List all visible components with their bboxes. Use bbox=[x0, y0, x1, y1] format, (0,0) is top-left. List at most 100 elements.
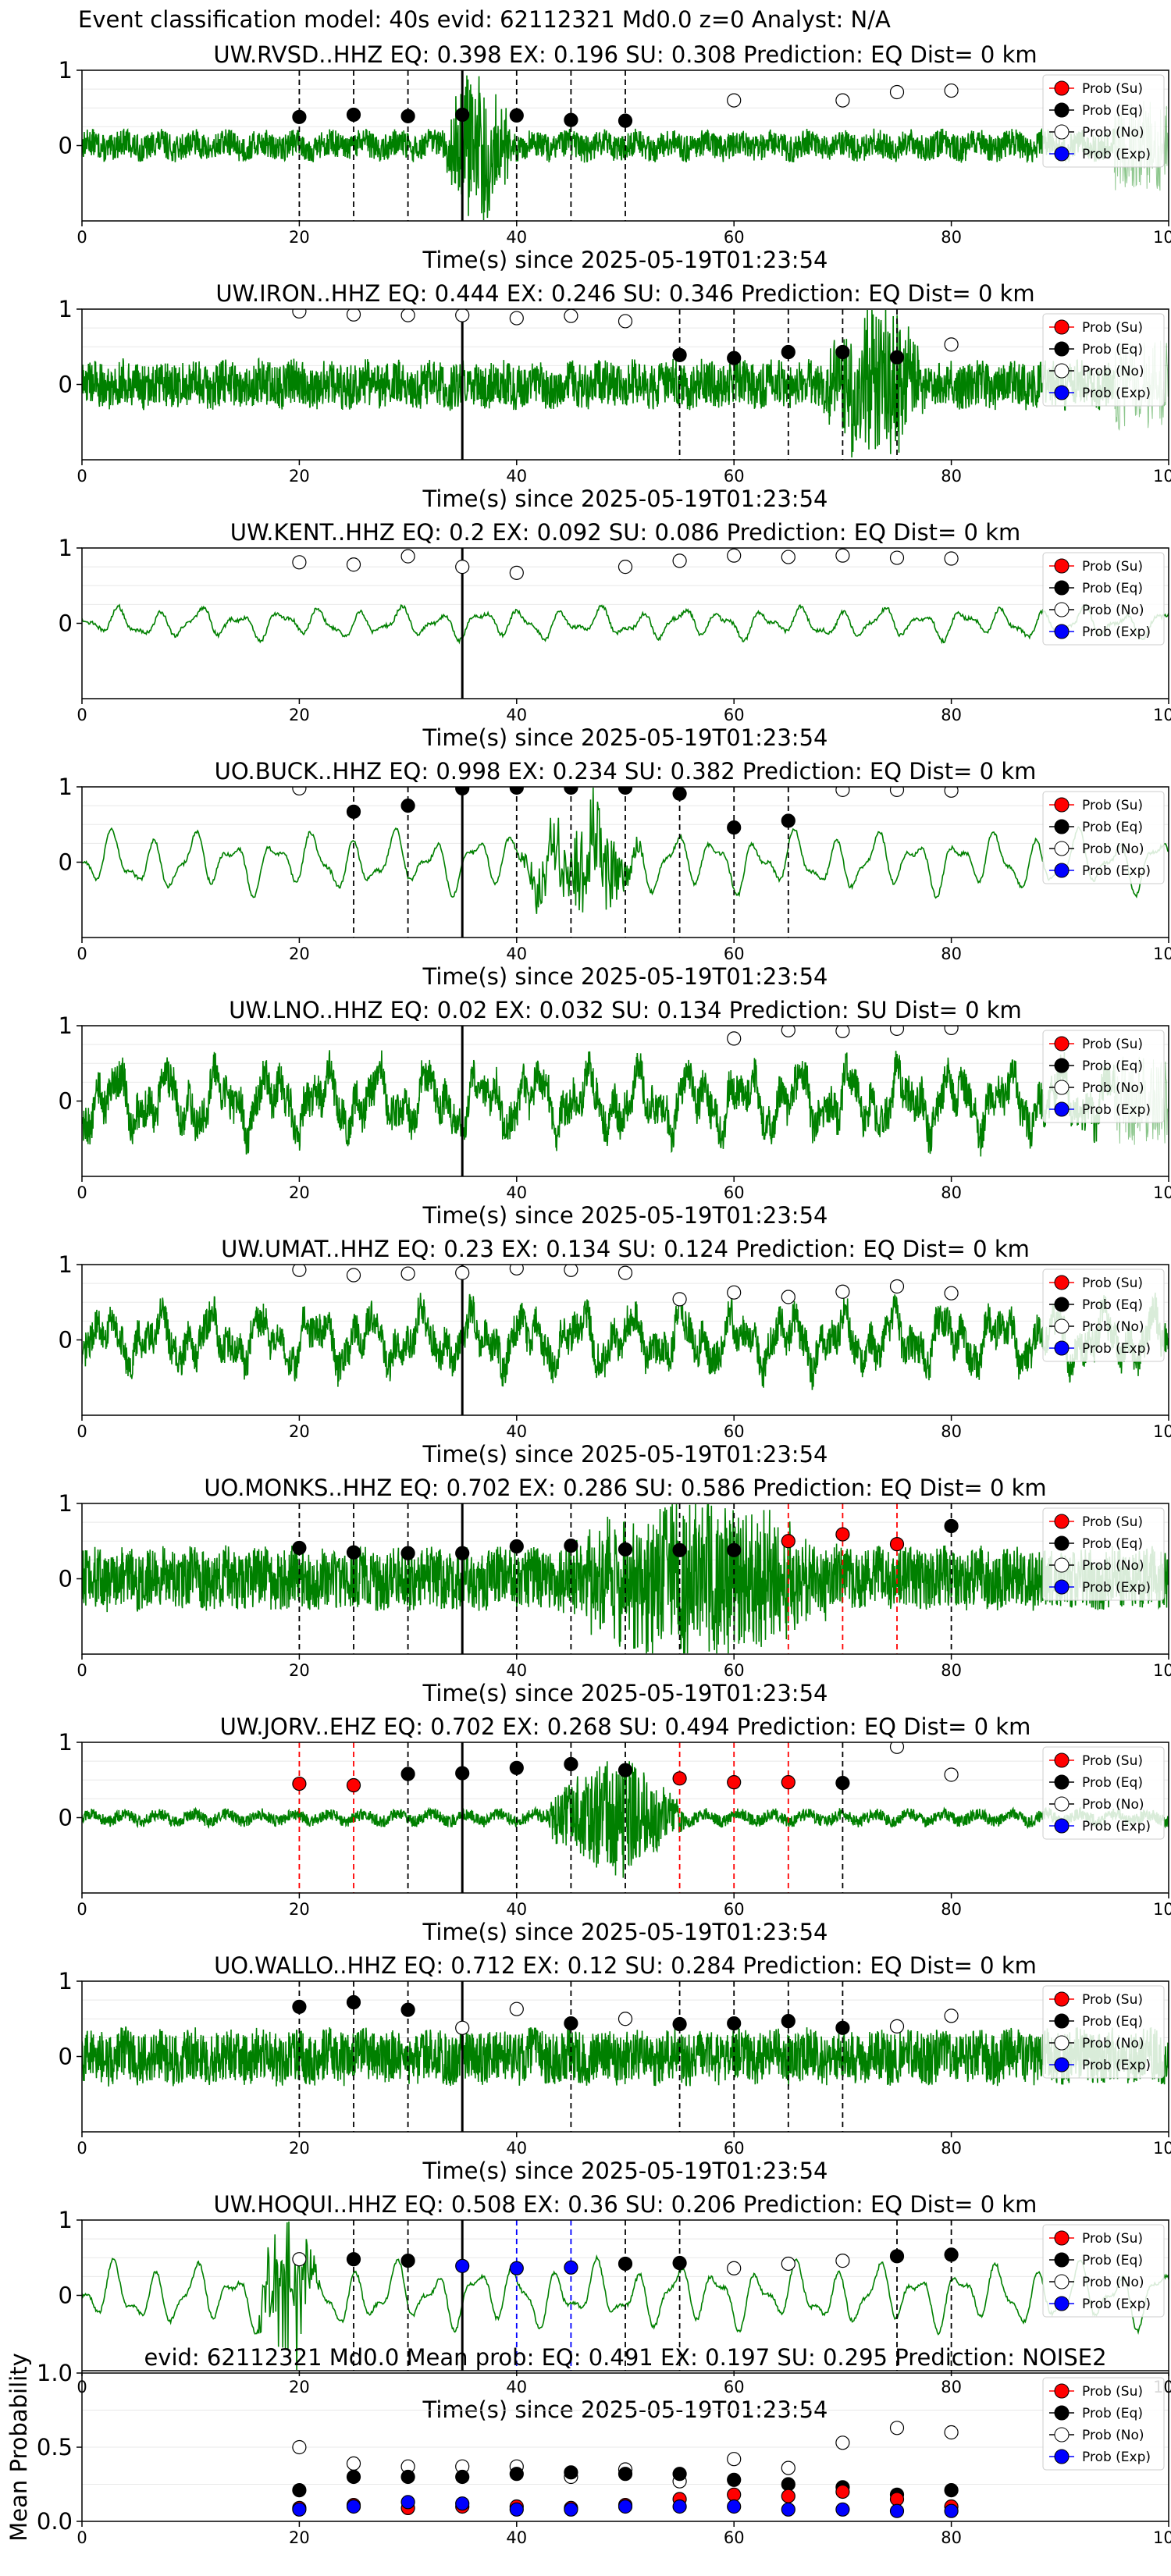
prob-point-no bbox=[292, 1265, 307, 1277]
prob-point-no bbox=[781, 550, 795, 564]
legend-label: Prob (No) bbox=[1082, 364, 1144, 379]
prob-point-no bbox=[835, 93, 850, 108]
station-panel: UW.LNO..HHZ EQ: 0.02 EX: 0.032 SU: 0.134… bbox=[59, 997, 1171, 1229]
prob-point-su bbox=[727, 1775, 742, 1790]
prob-point-no bbox=[400, 309, 415, 322]
prob-point-su bbox=[292, 1776, 307, 1791]
x-tick-label: 80 bbox=[941, 2378, 962, 2396]
plot-area bbox=[82, 1503, 1169, 1654]
legend-label: Prob (Exp) bbox=[1082, 2058, 1151, 2073]
prob-point-no bbox=[944, 787, 959, 798]
legend-box bbox=[1042, 791, 1165, 884]
mean-point-exp bbox=[346, 2499, 361, 2514]
legend-box bbox=[1042, 552, 1165, 646]
legend-marker-eq bbox=[1054, 580, 1070, 596]
plot-area bbox=[82, 2220, 1169, 2371]
x-tick-label: 80 bbox=[941, 467, 962, 486]
prob-point-no bbox=[835, 787, 850, 797]
legend-box bbox=[1042, 1985, 1165, 2079]
x-tick-label: 20 bbox=[289, 2139, 310, 2158]
x-tick-label: 100 bbox=[1153, 1661, 1171, 1680]
mean-point-exp bbox=[400, 2495, 415, 2510]
mean-point-no bbox=[781, 2460, 795, 2475]
y-tick-label: 1 bbox=[59, 1490, 73, 1517]
x-tick-label: 80 bbox=[941, 228, 962, 247]
prob-point-eq bbox=[672, 1542, 687, 1557]
legend-label: Prob (No) bbox=[1082, 1558, 1144, 1574]
y-tick-label: 1 bbox=[59, 535, 73, 561]
x-tick-label: 20 bbox=[289, 2528, 310, 2547]
panel-title: UW.LNO..HHZ EQ: 0.02 EX: 0.032 SU: 0.134… bbox=[229, 997, 1022, 1023]
prob-point-eq bbox=[835, 2020, 850, 2035]
prob-point-no bbox=[727, 2261, 742, 2275]
prob-point-no bbox=[727, 93, 742, 108]
legend-marker-su bbox=[1054, 319, 1070, 335]
prob-point-no bbox=[944, 83, 959, 98]
prob-point-eq bbox=[292, 1999, 307, 2014]
x-tick-label: 0 bbox=[77, 467, 87, 486]
prob-point-eq bbox=[618, 113, 633, 128]
figure-title: Event classification model: 40s evid: 62… bbox=[78, 6, 891, 33]
legend-marker-eq bbox=[1054, 819, 1070, 834]
prob-point-no bbox=[727, 548, 742, 563]
y-axis-label: Mean Probability bbox=[5, 2353, 32, 2542]
mean-point-exp bbox=[509, 2502, 524, 2517]
mean-point-no bbox=[944, 2425, 959, 2440]
prob-point-eq bbox=[672, 2016, 687, 2032]
prob-point-su bbox=[781, 1534, 795, 1549]
station-panel: UO.MONKS..HHZ EQ: 0.702 EX: 0.286 SU: 0.… bbox=[59, 1475, 1171, 1706]
legend-marker-no bbox=[1054, 2035, 1070, 2051]
mean-point-no bbox=[835, 2435, 850, 2450]
panel-title: UO.MONKS..HHZ EQ: 0.702 EX: 0.286 SU: 0.… bbox=[204, 1475, 1046, 1501]
y-tick-label: 0 bbox=[59, 610, 73, 637]
x-tick-label: 40 bbox=[506, 706, 527, 724]
legend-marker-no bbox=[1054, 602, 1070, 617]
x-tick-label: 40 bbox=[506, 945, 527, 963]
x-tick-label: 40 bbox=[506, 2528, 527, 2547]
x-tick-label: 100 bbox=[1153, 1183, 1171, 1202]
prob-point-eq bbox=[781, 2014, 795, 2029]
legend: Prob (Su) Prob (Eq) Prob (No) Prob (Exp) bbox=[1042, 74, 1165, 168]
x-tick-label: 60 bbox=[724, 1661, 745, 1680]
prob-point-no bbox=[727, 1285, 742, 1300]
mean-point-exp bbox=[727, 2499, 742, 2514]
legend-marker-su bbox=[1054, 558, 1070, 574]
legend-label: Prob (No) bbox=[1082, 2428, 1144, 2443]
panel-title: UO.WALLO..HHZ EQ: 0.712 EX: 0.12 SU: 0.2… bbox=[214, 1952, 1037, 1979]
x-axis-label: Time(s) since 2025-05-19T01:23:54 bbox=[422, 1202, 828, 1229]
legend: Prob (Su) Prob (Eq) Prob (No) Prob (Exp) bbox=[1042, 1030, 1165, 1123]
x-tick-label: 60 bbox=[724, 945, 745, 963]
prob-point-eq bbox=[889, 350, 905, 365]
x-tick-label: 20 bbox=[289, 2378, 310, 2396]
panel-title: UW.HOQUI..HHZ EQ: 0.508 EX: 0.36 SU: 0.2… bbox=[214, 2191, 1038, 2218]
waveform-trace bbox=[82, 1503, 1169, 1654]
prob-point-eq bbox=[564, 787, 578, 795]
prob-point-eq bbox=[509, 1539, 524, 1554]
legend-label: Prob (Eq) bbox=[1082, 103, 1143, 119]
prob-point-eq bbox=[564, 112, 578, 127]
y-tick-label: 1 bbox=[59, 1729, 73, 1756]
prob-point-no bbox=[727, 1031, 742, 1046]
mean-point-eq bbox=[455, 2469, 470, 2485]
legend-marker-su bbox=[1054, 797, 1070, 813]
panel-title: evid: 62112321 Md0.0 Mean prob: EQ: 0.49… bbox=[144, 2344, 1106, 2371]
y-tick-label: 0 bbox=[59, 1805, 73, 1831]
prob-point-eq bbox=[346, 1994, 361, 2010]
legend-marker-eq bbox=[1054, 1297, 1070, 1312]
x-tick-label: 60 bbox=[724, 467, 745, 486]
prob-point-eq bbox=[727, 820, 742, 835]
prob-point-eq bbox=[564, 1756, 578, 1772]
x-tick-label: 100 bbox=[1153, 945, 1171, 963]
y-tick-label: 0.0 bbox=[37, 2508, 73, 2535]
prob-point-no bbox=[400, 1266, 415, 1281]
x-tick-label: 20 bbox=[289, 1661, 310, 1680]
x-tick-label: 80 bbox=[941, 945, 962, 963]
legend-box bbox=[1042, 2224, 1165, 2318]
x-tick-label: 20 bbox=[289, 1183, 310, 1202]
mean-point-no bbox=[292, 2439, 307, 2455]
station-panel: UW.UMAT..HHZ EQ: 0.23 EX: 0.134 SU: 0.12… bbox=[59, 1236, 1171, 1468]
prob-point-eq bbox=[781, 813, 795, 828]
legend-marker-exp bbox=[1054, 624, 1070, 639]
prob-point-no bbox=[835, 548, 850, 563]
prob-point-eq bbox=[509, 108, 524, 123]
